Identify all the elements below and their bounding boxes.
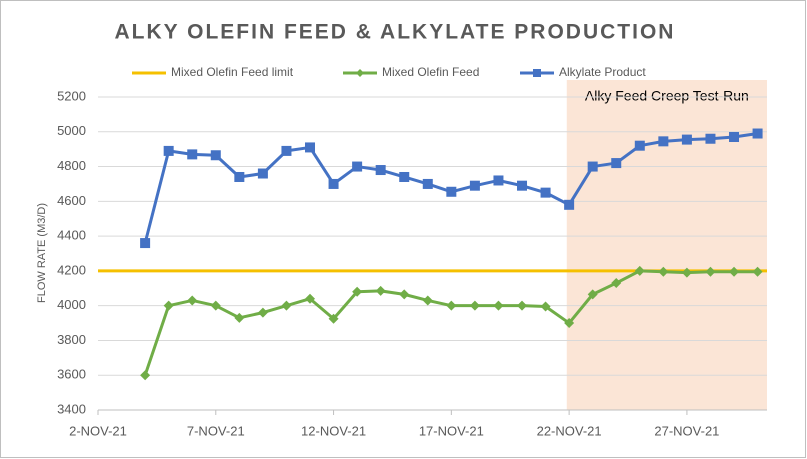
marker	[140, 370, 151, 381]
marker	[564, 318, 575, 329]
marker	[611, 278, 622, 289]
marker	[187, 295, 198, 306]
marker	[163, 300, 174, 311]
marker	[163, 145, 174, 156]
marker	[257, 168, 268, 179]
marker	[210, 150, 221, 161]
marker	[611, 158, 622, 169]
marker	[658, 266, 669, 277]
y-tick-label: 3600	[57, 367, 86, 382]
legend-label: Alkylate Product	[559, 65, 646, 79]
y-tick-label: 5000	[57, 123, 86, 138]
y-tick-label: 4600	[57, 193, 86, 208]
marker	[281, 300, 292, 311]
marker	[729, 131, 740, 142]
legend-marker	[533, 69, 541, 77]
y-tick-label: 3400	[57, 401, 86, 416]
y-tick-label: 5200	[57, 88, 86, 103]
marker	[328, 313, 339, 324]
marker	[375, 285, 386, 296]
y-tick-label: 4400	[57, 228, 86, 243]
marker	[305, 293, 316, 304]
marker	[187, 149, 198, 160]
marker	[634, 140, 645, 151]
marker	[540, 187, 551, 198]
legend-label: Mixed Olefin Feed limit	[171, 65, 294, 79]
chart-title: ALKY OLEFIN FEED & ALKYLATE PRODUCTION	[115, 21, 676, 44]
x-tick-label: 17-NOV-21	[419, 423, 484, 438]
marker	[469, 180, 480, 191]
marker	[257, 307, 268, 318]
marker	[587, 161, 598, 172]
marker	[210, 300, 221, 311]
marker	[564, 199, 575, 210]
x-tick-label: 22-NOV-21	[537, 423, 602, 438]
y-tick-label: 4000	[57, 297, 86, 312]
marker	[446, 300, 457, 311]
y-tick-label: 4200	[57, 262, 86, 277]
marker	[587, 289, 598, 300]
marker	[328, 178, 339, 189]
x-tick-label: 12-NOV-21	[301, 423, 366, 438]
marker	[681, 267, 692, 278]
marker	[681, 134, 692, 145]
marker	[422, 295, 433, 306]
marker	[634, 265, 645, 276]
marker	[493, 300, 504, 311]
marker	[658, 136, 669, 147]
legend-marker	[356, 69, 364, 77]
marker	[399, 171, 410, 182]
marker	[729, 266, 740, 277]
legend-label: Mixed Olefin Feed	[382, 65, 479, 79]
marker	[540, 301, 551, 312]
marker	[281, 145, 292, 156]
marker	[705, 133, 716, 144]
marker	[517, 180, 528, 191]
marker	[517, 300, 528, 311]
marker	[305, 142, 316, 153]
marker	[399, 289, 410, 300]
shaded-region	[566, 80, 767, 410]
marker	[140, 238, 151, 249]
y-tick-label: 3800	[57, 332, 86, 347]
marker	[422, 178, 433, 189]
shade-label: Alky Feed Creep Test-Run	[585, 88, 749, 104]
y-tick-label: 4800	[57, 158, 86, 173]
marker	[234, 171, 245, 182]
marker	[752, 128, 763, 139]
marker	[493, 175, 504, 186]
marker	[375, 165, 386, 176]
marker	[352, 161, 363, 172]
marker	[234, 312, 245, 323]
marker	[469, 300, 480, 311]
x-tick-label: 2-NOV-21	[69, 423, 127, 438]
marker	[352, 286, 363, 297]
marker	[752, 266, 763, 277]
marker	[446, 186, 457, 197]
y-axis-label: FLOW RATE (M3/D)	[36, 203, 48, 303]
x-tick-label: 27-NOV-21	[654, 423, 719, 438]
x-tick-label: 7-NOV-21	[187, 423, 245, 438]
marker	[705, 266, 716, 277]
